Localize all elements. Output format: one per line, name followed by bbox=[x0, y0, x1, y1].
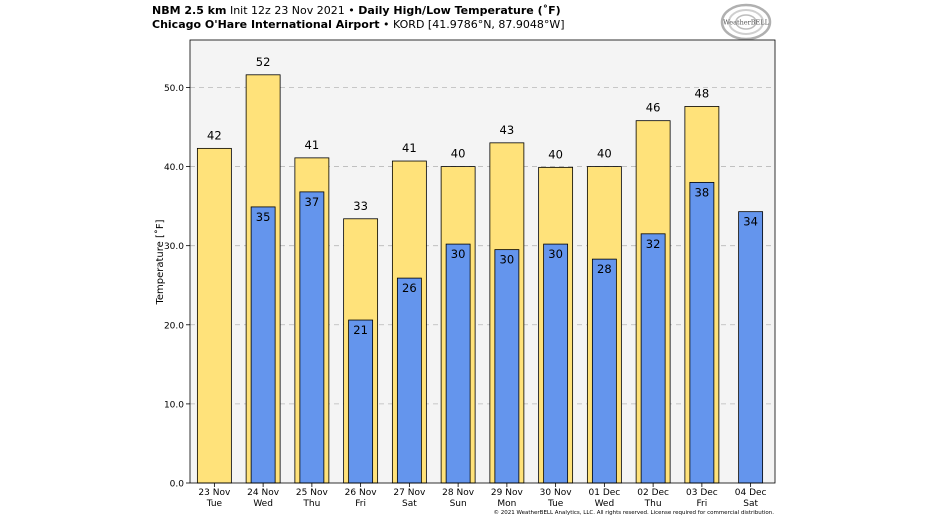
high-temp-label: 40 bbox=[451, 147, 466, 161]
x-tick-date: 27 Nov bbox=[393, 488, 426, 498]
x-tick-date: 03 Dec bbox=[686, 488, 718, 498]
x-tick-date: 25 Nov bbox=[296, 488, 329, 498]
high-temp-label: 40 bbox=[548, 147, 563, 161]
high-temp-label: 52 bbox=[256, 55, 271, 69]
x-tick-day: Fri bbox=[355, 499, 366, 509]
logo-text: WeatherBELL bbox=[723, 19, 769, 27]
x-tick-date: 01 Dec bbox=[589, 488, 621, 498]
high-temp-label: 42 bbox=[207, 128, 222, 142]
model-name: NBM 2.5 km bbox=[152, 4, 227, 17]
x-tick-date: 26 Nov bbox=[345, 488, 378, 498]
high-temp-label: 41 bbox=[305, 138, 320, 152]
low-temp-bar bbox=[445, 243, 471, 484]
x-tick-day: Sat bbox=[743, 499, 758, 509]
low-temp-label: 30 bbox=[451, 247, 466, 261]
low-temp-label: 21 bbox=[353, 323, 368, 337]
y-axis-label: Temperature [˚F] bbox=[154, 219, 166, 305]
y-tick-label: 0.0 bbox=[170, 480, 185, 490]
y-tick-label: 30.0 bbox=[164, 242, 184, 252]
low-temp-label: 37 bbox=[305, 195, 320, 209]
low-temp-label: 38 bbox=[695, 185, 710, 199]
y-tick-label: 20.0 bbox=[164, 321, 184, 331]
low-temp-label: 30 bbox=[500, 253, 515, 267]
chart-title-line-2: Chicago O'Hare International Airport • K… bbox=[152, 18, 565, 31]
x-tick-date: 23 Nov bbox=[198, 488, 231, 498]
low-temp-bar bbox=[494, 249, 520, 484]
x-tick-day: Wed bbox=[253, 499, 273, 509]
x-tick-date: 02 Dec bbox=[637, 488, 669, 498]
x-tick-date: 28 Nov bbox=[442, 488, 475, 498]
product-name: Daily High/Low Temperature (˚F) bbox=[358, 4, 561, 17]
high-temp-label: 41 bbox=[402, 141, 417, 155]
low-temp-label: 26 bbox=[402, 281, 417, 295]
x-tick-date: 30 Nov bbox=[540, 488, 573, 498]
low-temp-bar bbox=[640, 233, 666, 484]
high-temp-label: 40 bbox=[597, 147, 612, 161]
low-temp-label: 30 bbox=[548, 247, 563, 261]
low-temp-bar bbox=[348, 319, 374, 484]
y-tick-label: 50.0 bbox=[164, 84, 184, 94]
x-tick-date: 04 Dec bbox=[735, 488, 767, 498]
x-tick-day: Wed bbox=[595, 499, 615, 509]
y-tick-label: 40.0 bbox=[164, 163, 184, 173]
x-tick-day: Sun bbox=[450, 499, 467, 509]
plot-area bbox=[190, 40, 775, 483]
x-tick-date: 24 Nov bbox=[247, 488, 280, 498]
y-tick-label: 10.0 bbox=[164, 400, 184, 410]
chart-title-line-1: NBM 2.5 km Init 12z 23 Nov 2021 • Daily … bbox=[152, 4, 561, 17]
x-tick-day: Tue bbox=[547, 499, 564, 509]
init-time: Init 12z 23 Nov 2021 bbox=[229, 4, 345, 17]
bullet-separator: • bbox=[348, 4, 355, 17]
low-temp-bar bbox=[543, 243, 569, 484]
low-temp-bar bbox=[299, 191, 325, 484]
x-tick-day: Sat bbox=[402, 499, 417, 509]
plot-frame bbox=[189, 39, 776, 484]
x-tick-date: 29 Nov bbox=[491, 488, 524, 498]
low-temp-bar bbox=[250, 206, 276, 484]
high-temp-label: 33 bbox=[353, 199, 368, 213]
copyright-notice: © 2021 WeatherBELL Analytics, LLC. All r… bbox=[493, 510, 774, 516]
low-temp-label: 34 bbox=[743, 215, 758, 229]
low-temp-bar bbox=[591, 258, 617, 484]
station-location: KORD [41.9786°N, 87.9048°W] bbox=[393, 18, 565, 31]
low-temp-label: 28 bbox=[597, 262, 612, 276]
x-tick-day: Mon bbox=[497, 499, 516, 509]
low-temp-bar bbox=[689, 181, 715, 484]
low-temp-bar bbox=[396, 277, 422, 484]
high-temp-label: 46 bbox=[646, 101, 661, 115]
low-temp-bar bbox=[738, 211, 764, 484]
x-tick-day: Thu bbox=[644, 499, 662, 509]
bullet-separator: • bbox=[383, 18, 390, 31]
x-tick-day: Tue bbox=[206, 499, 223, 509]
weatherbell-swirl-logo: WeatherBELL bbox=[720, 3, 772, 41]
high-temp-label: 43 bbox=[500, 123, 515, 137]
station-name: Chicago O'Hare International Airport bbox=[152, 18, 380, 31]
x-tick-day: Fri bbox=[697, 499, 708, 509]
low-temp-label: 32 bbox=[646, 237, 661, 251]
x-tick-day: Thu bbox=[302, 499, 320, 509]
high-temp-bar bbox=[196, 147, 232, 484]
low-temp-label: 35 bbox=[256, 210, 271, 224]
high-temp-label: 48 bbox=[695, 86, 710, 100]
